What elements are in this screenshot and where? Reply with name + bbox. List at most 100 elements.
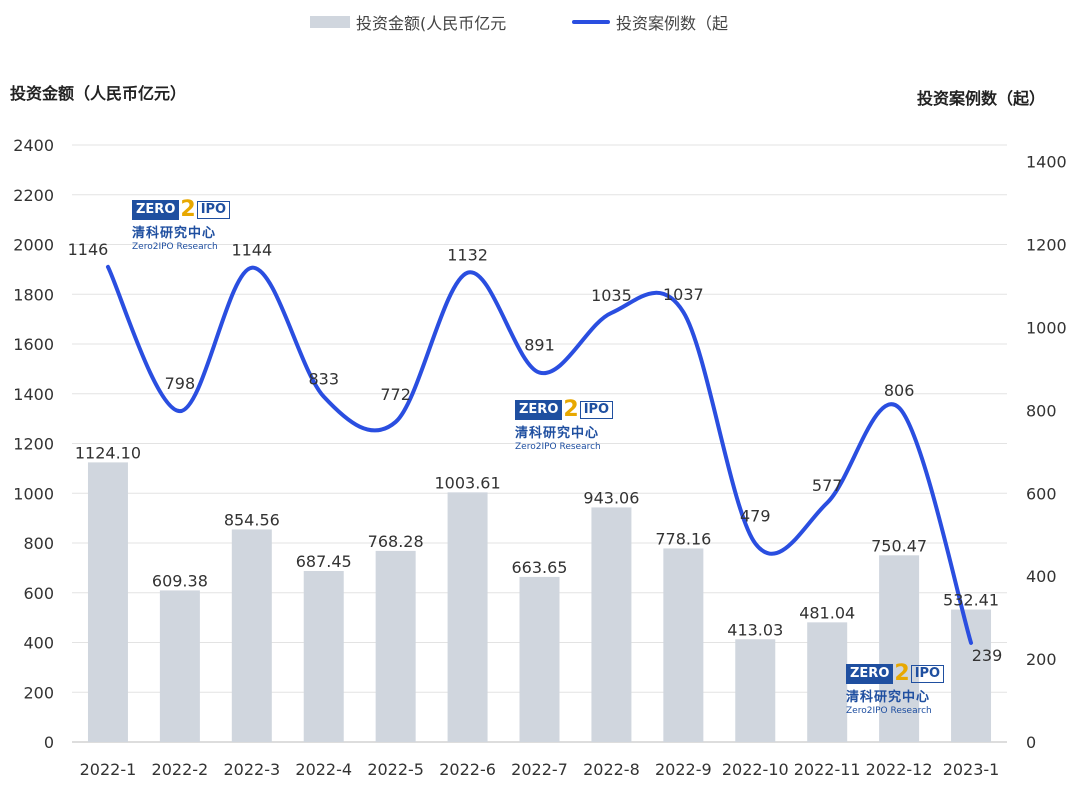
bar-data-label: 1003.61 [434,473,500,492]
grid-lines [72,144,1007,743]
line-data-label: 577 [812,476,843,495]
line-data-label: 891 [524,336,555,355]
logo-zero-text: ZERO [515,400,563,420]
x-axis-ticks: 2022-1 2022-2 2022-3 2022-4 2022-5 2022-6 2022… [80,760,1000,779]
logo-ipo-text: IPO [579,401,614,419]
legend-item-line: 投资案例数（起 [572,10,728,34]
left-y-tick-label: 1000 [13,484,54,503]
legend-item-bar: 投资金额(人民币亿元 [310,10,506,34]
bar-data-label: 609.38 [152,571,208,590]
logo-en-text: Zero2IPO Research [515,442,601,452]
logo-cn-text: 清科研究中心 [515,426,600,441]
left-y-tick-label: 2000 [13,236,54,255]
left-axis-title: 投资金额（人民币亿元） [10,84,187,103]
x-tick-label: 2022-9 [655,760,712,779]
left-y-axis-ticks: 0 200 400 600 800 1000 1200 1400 1600 1800 2000 220… [13,136,54,752]
right-y-tick-label: 800 [1026,401,1057,420]
right-y-tick-label: 600 [1026,484,1057,503]
bar-data-label: 481.04 [799,603,855,622]
legend-line-swatch [572,20,610,24]
legend: 投资金额(人民币亿元 投资案例数（起 [0,10,1071,34]
line-data-label: 806 [884,381,915,400]
logo-cn-text: 清科研究中心 [132,226,217,241]
bar [303,570,344,742]
logo-en-text: Zero2IPO Research [132,242,218,252]
line-data-label: 1132 [447,246,488,265]
left-y-tick-label: 1600 [13,335,54,354]
x-tick-label: 2022-4 [295,760,352,779]
logo-two-text: 2 [563,397,579,422]
logo-ipo-text: IPO [910,665,945,683]
line-data-label: 239 [972,646,1003,665]
watermark-logo: ZERO 2 IPO 清科研究中心 Zero2IPO Research [132,197,232,252]
bar [951,609,992,742]
logo-cn-text: 清科研究中心 [846,690,931,705]
right-y-tick-label: 1000 [1026,318,1067,337]
bar-data-label: 1124.10 [75,443,141,462]
logo-en-text: Zero2IPO Research [846,706,932,716]
bar [519,576,560,742]
x-tick-label: 2022-3 [223,760,280,779]
bar-data-label: 778.16 [655,529,711,548]
logo-two-text: 2 [180,197,196,222]
line-data-label: 1144 [231,241,272,260]
right-y-tick-label: 1400 [1026,153,1067,172]
right-y-tick-label: 0 [1026,733,1036,752]
bar-data-label: 750.47 [871,536,927,555]
bar-data-label: 663.65 [512,558,568,577]
bar [807,622,848,742]
bar-data-labels: 1124.10 609.38 854.56 687.45 768.28 1003.61 66… [75,443,999,639]
x-tick-label: 2023-1 [943,760,1000,779]
right-y-tick-label: 1200 [1026,236,1067,255]
bar [591,507,632,742]
left-y-tick-label: 1200 [13,435,54,454]
left-y-tick-label: 800 [23,534,54,553]
bar-data-label: 687.45 [296,552,352,571]
left-y-tick-label: 200 [23,683,54,702]
left-y-tick-label: 2400 [13,136,54,155]
logo-ipo-text: IPO [196,201,231,219]
left-y-tick-label: 2200 [13,186,54,205]
bar-data-label: 854.56 [224,510,280,529]
left-y-tick-label: 1400 [13,385,54,404]
x-tick-label: 2022-7 [511,760,568,779]
x-tick-label: 2022-2 [152,760,209,779]
bar-series [87,462,992,742]
right-y-tick-label: 400 [1026,567,1057,586]
bar [375,550,416,742]
logo-two-text: 2 [894,661,910,686]
legend-line-label: 投资案例数（起 [616,14,729,33]
left-y-tick-label: 1800 [13,285,54,304]
bar [879,555,920,742]
line-data-labels: 1146 798 1144 833 772 1132 891 1035 1037 479 577 80… [68,240,1003,665]
logo-zero-text: ZERO [132,200,180,220]
x-tick-label: 2022-8 [583,760,640,779]
x-tick-label: 2022-11 [794,760,861,779]
bar [87,462,128,742]
left-y-tick-label: 0 [44,733,54,752]
x-tick-label: 2022-1 [80,760,137,779]
bar [159,590,200,742]
line-series [105,264,974,645]
x-tick-label: 2022-5 [367,760,424,779]
line-data-label: 479 [740,506,771,525]
bar [447,492,488,742]
bar-data-label: 532.41 [943,591,999,610]
bar-data-label: 943.06 [583,488,639,507]
x-tick-label: 2022-10 [722,760,789,779]
x-tick-label: 2022-6 [439,760,496,779]
x-tick-label: 2022-12 [866,760,933,779]
legend-bar-label: 投资金额(人民币亿元 [356,14,507,33]
watermark-logo: ZERO 2 IPO 清科研究中心 Zero2IPO Research [515,397,615,452]
line-data-label: 1037 [663,285,704,304]
bar [663,548,704,742]
bar-data-label: 413.03 [727,620,783,639]
line-data-label: 772 [380,385,411,404]
line-data-label: 798 [165,374,196,393]
right-y-axis-ticks: 0 200 400 600 800 1000 1200 1400 [1026,153,1067,752]
bar [231,529,272,742]
logo-zero-text: ZERO [846,664,894,684]
right-y-tick-label: 200 [1026,650,1057,669]
left-y-tick-label: 600 [23,584,54,603]
